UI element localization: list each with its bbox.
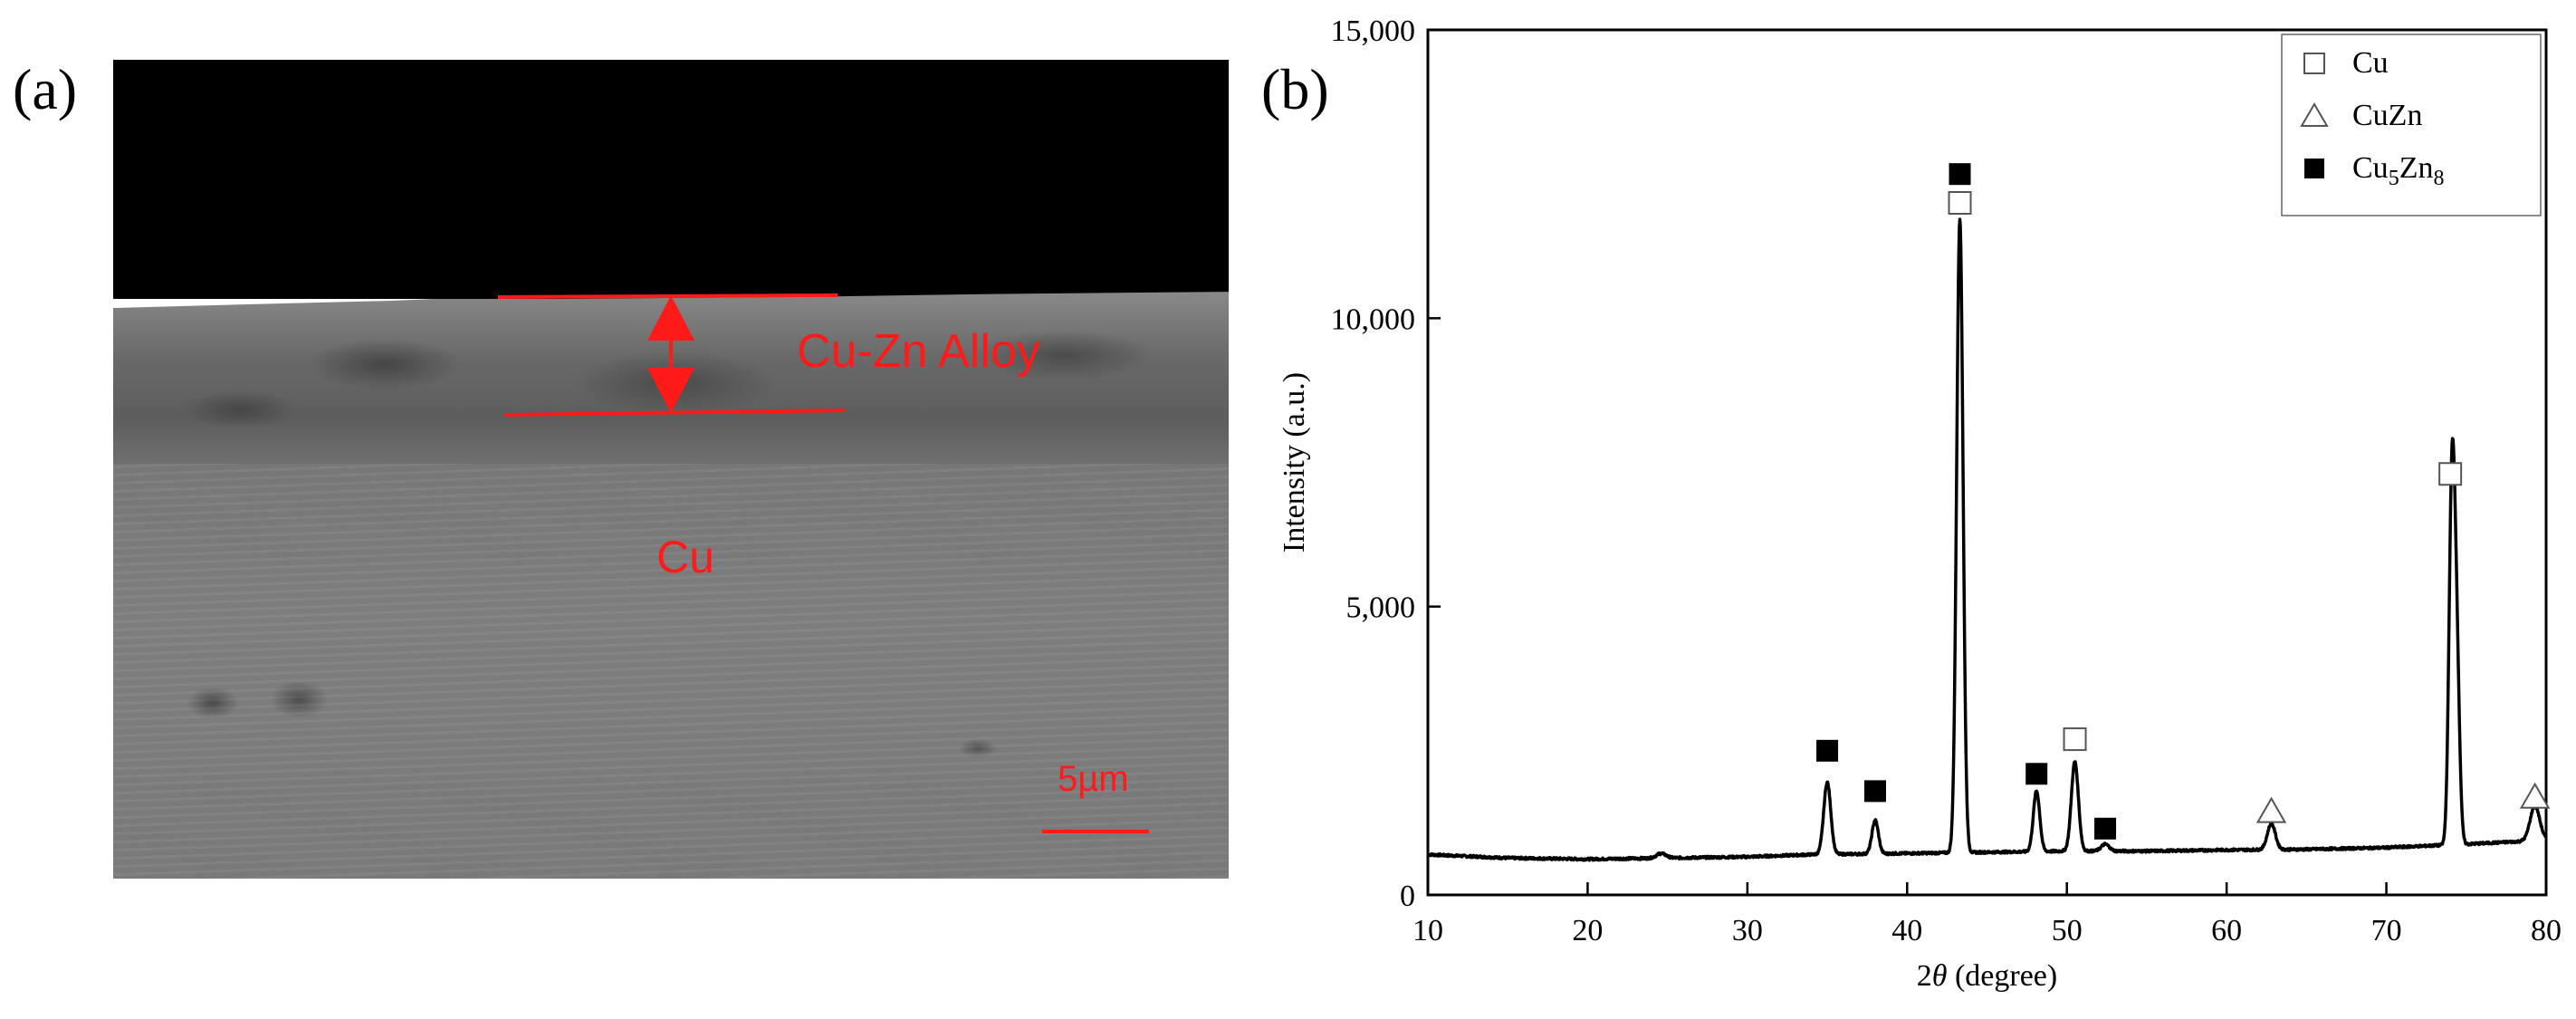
alloy-top-line (497, 293, 838, 299)
cu-marker (2303, 53, 2325, 74)
sem-annotations (497, 293, 1149, 833)
cuzn-marker (2300, 102, 2329, 127)
x-tick-label: 20 (1572, 914, 1603, 947)
panel-b-label: (b) (1261, 57, 1329, 121)
x-axis-title: 2θ (degree) (1917, 959, 2057, 993)
x-tick-label: 10 (1412, 914, 1443, 947)
cu5zn8-marker (1864, 780, 1886, 803)
scale-bar-label: 5µm (1058, 759, 1129, 799)
series-line (1426, 217, 2548, 862)
y-tick-label: 5,000 (1346, 591, 1416, 625)
phase-markers (1816, 163, 2551, 840)
y-tick-label: 0 (1400, 880, 1415, 913)
thickness-arrow-up-head (647, 295, 694, 341)
panel-a-label: (a) (13, 57, 78, 121)
x-tick-label: 70 (2371, 914, 2402, 947)
y-tick-label: 10,000 (1331, 303, 1416, 336)
legend-label-cu5zn8: Cu5Zn8 (2352, 151, 2444, 190)
cu5zn8-marker (1949, 163, 1971, 186)
plot-frame (1426, 28, 2548, 897)
cu-substrate-region (113, 449, 1229, 879)
y-tick-label: 15,000 (1331, 14, 1416, 48)
cu5zn8-marker (2025, 763, 2048, 785)
cu5zn8-marker (2304, 159, 2324, 178)
background-region (113, 60, 1229, 299)
cu-marker (2063, 727, 2087, 752)
cu5zn8-marker (2094, 817, 2117, 840)
thickness-arrow-down-head (647, 368, 694, 413)
y-axis-title: Intensity (a.u.) (1278, 372, 1311, 553)
xrd-chart: 10 20 30 40 50 60 70 80 0 5,000 10,000 15,000 Inten… (1250, 0, 2576, 1019)
sem-micrograph: Cu-Zn Alloy Cu 5µm (113, 60, 1229, 879)
axis-ticks: 10 20 30 40 50 60 70 80 0 5,000 10,000 15,000 (1331, 14, 2562, 947)
cu-marker (2438, 462, 2463, 486)
legend: Cu CuZn Cu5Zn8 (2281, 34, 2542, 216)
x-tick-label: 30 (1732, 914, 1763, 947)
alloy-layer-label: Cu-Zn Alloy (797, 325, 1040, 378)
cuzn-marker (2519, 782, 2551, 809)
cu5zn8-marker (1816, 739, 1839, 762)
legend-label-cuzn: CuZn (2352, 99, 2422, 132)
x-tick-label: 50 (2052, 914, 2083, 947)
cuzn-marker (2255, 796, 2287, 823)
xrd-chart-svg: 10 20 30 40 50 60 70 80 0 5,000 10,000 15,000 Inten… (1278, 14, 2562, 993)
x-tick-label: 80 (2531, 914, 2562, 947)
legend-label-cu: Cu (2352, 46, 2389, 80)
x-tick-label: 60 (2211, 914, 2242, 947)
x-tick-label: 40 (1891, 914, 1922, 947)
alloy-bottom-line (503, 409, 846, 417)
substrate-label: Cu (656, 532, 714, 582)
cu-marker (1948, 191, 1972, 215)
